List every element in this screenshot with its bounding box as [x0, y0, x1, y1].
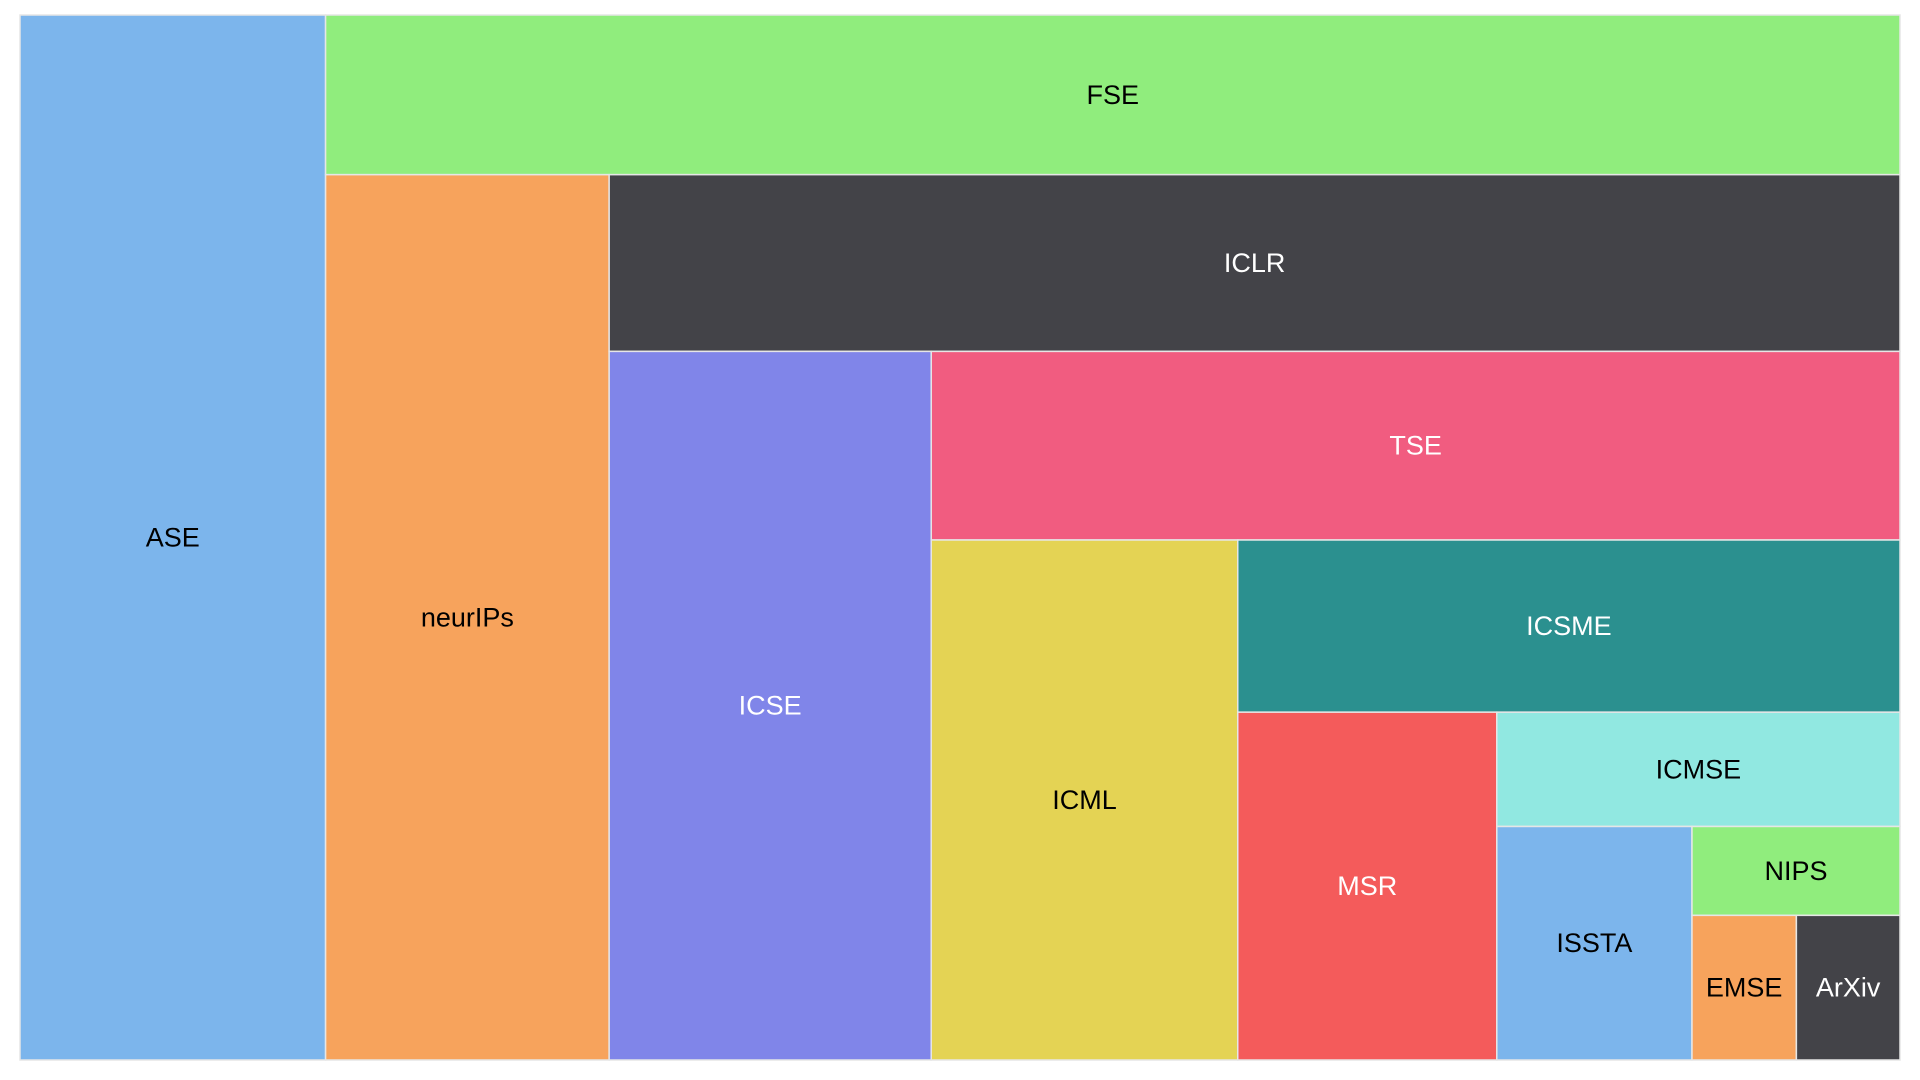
treemap-label-icse: ICSE — [739, 691, 802, 721]
treemap-label-icml: ICML — [1052, 785, 1117, 815]
treemap-label-emse: EMSE — [1706, 973, 1783, 1003]
treemap-label-tse: TSE — [1389, 431, 1442, 461]
treemap-cell-arxiv[interactable]: ArXiv — [1795, 914, 1901, 1061]
treemap-cell-icse[interactable]: ICSE — [608, 350, 932, 1061]
treemap-cell-icsme[interactable]: ICSME — [1237, 539, 1901, 713]
treemap-label-arxiv: ArXiv — [1816, 973, 1881, 1003]
treemap-rect-arxiv[interactable] — [1795, 914, 1901, 1061]
treemap-cell-icml[interactable]: ICML — [930, 539, 1239, 1061]
treemap-cell-msr[interactable]: MSR — [1237, 711, 1498, 1061]
treemap-cell-neurips[interactable]: neurIPs — [324, 173, 610, 1061]
treemap-label-msr: MSR — [1337, 871, 1397, 901]
treemap-label-fse: FSE — [1087, 80, 1140, 110]
treemap-rect-fse[interactable] — [324, 14, 1901, 176]
treemap-cell-tse[interactable]: TSE — [930, 350, 1901, 541]
treemap-cell-issta[interactable]: ISSTA — [1496, 825, 1693, 1061]
treemap-rect-icmse[interactable] — [1496, 711, 1901, 828]
treemap-cell-nips[interactable]: NIPS — [1691, 825, 1901, 917]
treemap-rect-ase[interactable] — [19, 14, 327, 1061]
treemap-label-nips: NIPS — [1764, 856, 1827, 886]
treemap-label-issta: ISSTA — [1556, 928, 1632, 958]
treemap-rect-icml[interactable] — [930, 539, 1239, 1061]
treemap-cell-ase[interactable]: ASE — [19, 14, 327, 1061]
treemap-rect-icsme[interactable] — [1237, 539, 1901, 713]
treemap-rect-msr[interactable] — [1237, 711, 1498, 1061]
treemap-label-iclr: ICLR — [1224, 248, 1286, 278]
treemap-rect-tse[interactable] — [930, 350, 1901, 541]
treemap-rect-icse[interactable] — [608, 350, 932, 1061]
treemap-cell-emse[interactable]: EMSE — [1691, 914, 1798, 1061]
treemap-label-icmse: ICMSE — [1656, 754, 1742, 784]
treemap-rect-iclr[interactable] — [608, 173, 1901, 353]
treemap-label-ase: ASE — [146, 523, 200, 553]
treemap-cell-iclr[interactable]: ICLR — [608, 173, 1901, 353]
treemap-cell-icmse[interactable]: ICMSE — [1496, 711, 1901, 828]
treemap-rect-nips[interactable] — [1691, 825, 1901, 917]
treemap-label-icsme: ICSME — [1526, 611, 1612, 641]
treemap-label-neurips: neurIPs — [421, 602, 514, 632]
treemap-rect-emse[interactable] — [1691, 914, 1798, 1061]
treemap-rect-neurips[interactable] — [324, 173, 610, 1061]
treemap-cell-fse[interactable]: FSE — [324, 14, 1901, 176]
